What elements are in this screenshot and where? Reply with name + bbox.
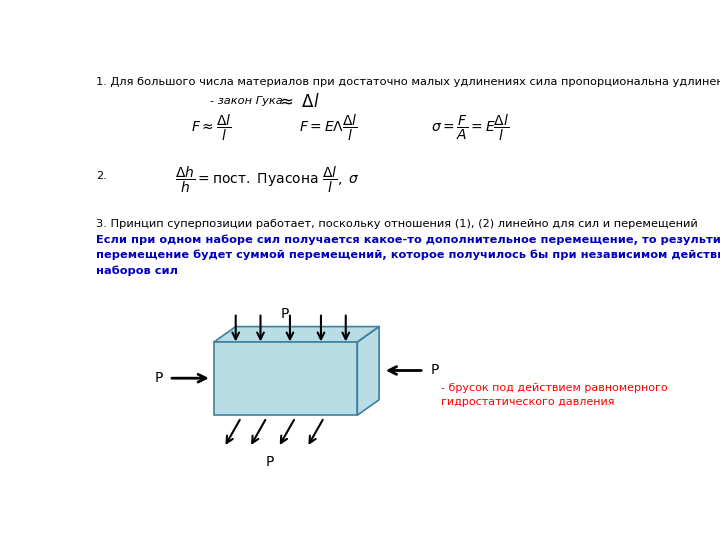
- Bar: [214, 342, 357, 415]
- Text: $\approx\ \Delta l$: $\approx\ \Delta l$: [276, 93, 320, 111]
- Text: Если при одном наборе сил получается какое-то дополнительное перемещение, то рез: Если при одном наборе сил получается как…: [96, 234, 720, 276]
- Text: 2.: 2.: [96, 171, 107, 181]
- Text: 3. Принцип суперпозиции работает, поскольку отношения (1), (2) линейно для сил и: 3. Принцип суперпозиции работает, поскол…: [96, 219, 698, 229]
- Polygon shape: [214, 327, 379, 342]
- Text: $F = E\Lambda\dfrac{\Delta l}{l}$: $F = E\Lambda\dfrac{\Delta l}{l}$: [300, 112, 358, 143]
- Text: - закон Гука: - закон Гука: [210, 96, 283, 106]
- Text: $\sigma = \dfrac{F}{A} = E\dfrac{\Delta l}{l}$: $\sigma = \dfrac{F}{A} = E\dfrac{\Delta …: [431, 112, 509, 143]
- Polygon shape: [357, 327, 379, 415]
- Text: 1. Для большого числа материалов при достаточно малых удлинениях сила пропорцион: 1. Для большого числа материалов при дос…: [96, 77, 720, 87]
- Text: - брусок под действием равномерного
гидростатического давления: - брусок под действием равномерного гидр…: [441, 383, 667, 407]
- Text: P: P: [281, 307, 289, 321]
- Text: P: P: [266, 455, 274, 469]
- Text: $F \approx \dfrac{\Delta l}{l}$: $F \approx \dfrac{\Delta l}{l}$: [191, 112, 231, 143]
- Text: P: P: [155, 371, 163, 385]
- Text: $\dfrac{\Delta h}{h} = \mathrm{пост.\ Пуасона}\ \dfrac{\Delta l}{l},\ \sigma$: $\dfrac{\Delta h}{h} = \mathrm{пост.\ Пу…: [175, 165, 361, 195]
- Text: P: P: [431, 363, 438, 377]
